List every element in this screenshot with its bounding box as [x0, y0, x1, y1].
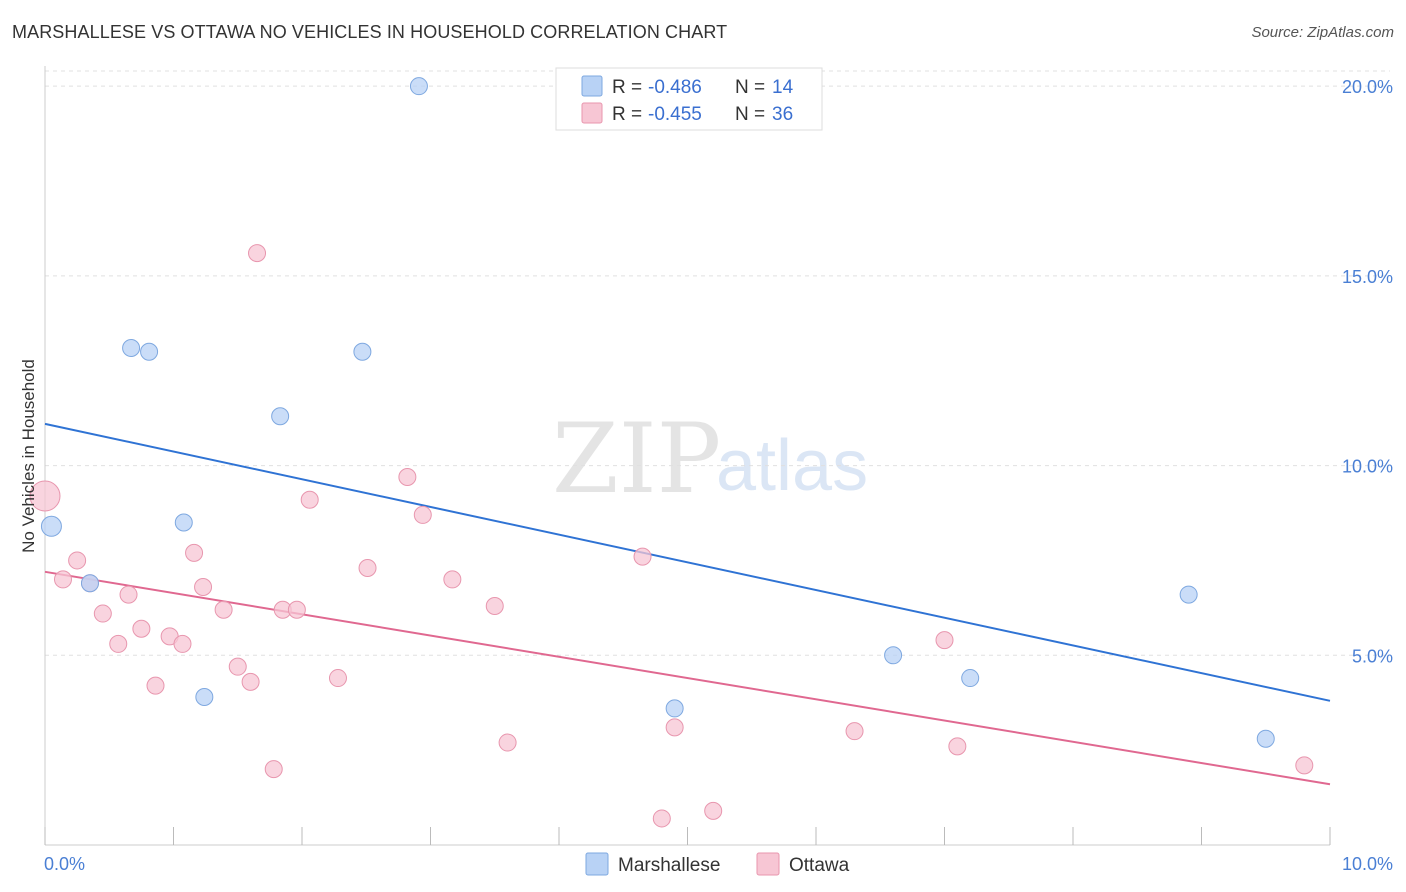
legend-r-value-marshallese: -0.486	[648, 77, 702, 98]
x-tick-label-min: 0.0%	[44, 854, 85, 874]
point-marshallese-13	[1256, 729, 1275, 748]
y-tick-label-3: 20.0%	[1342, 77, 1393, 97]
legend-n-value-ottawa: 36	[772, 104, 793, 125]
data-points	[29, 77, 1314, 828]
point-ottawa-7	[132, 619, 151, 638]
point-marshallese-0	[40, 515, 62, 537]
bottom-legend-swatch-marshallese	[585, 852, 609, 876]
point-ottawa-27	[498, 733, 517, 752]
y-tick-labels: 5.0% 10.0% 15.0% 20.0%	[1342, 77, 1393, 666]
point-ottawa-19	[287, 600, 306, 619]
y-tick-label-1: 10.0%	[1342, 457, 1393, 477]
y-tick-label-2: 15.0%	[1342, 267, 1393, 287]
point-ottawa-24	[413, 505, 432, 524]
axes	[44, 66, 1331, 846]
trend-lines	[44, 422, 1331, 786]
point-marshallese-9	[665, 699, 684, 718]
point-ottawa-21	[328, 669, 347, 688]
point-marshallese-7	[353, 342, 372, 361]
legend-r-label-marshallese: R =	[612, 77, 642, 98]
point-ottawa-8	[146, 676, 165, 695]
x-tick-label-max: 10.0%	[1342, 854, 1393, 874]
bottom-legend-swatch-ottawa	[756, 852, 780, 876]
point-ottawa-35	[1295, 756, 1314, 775]
trend-line-ottawa	[44, 570, 1331, 786]
bottom-legend-label-ottawa: Ottawa	[789, 855, 850, 876]
grid-lines	[45, 70, 1390, 656]
bottom-legend-label-marshallese: Marshallese	[618, 855, 720, 876]
point-ottawa-28	[633, 547, 652, 566]
point-ottawa-1	[53, 570, 72, 589]
point-ottawa-13	[214, 600, 233, 619]
legend-swatch-ottawa	[581, 102, 603, 124]
point-ottawa-10	[173, 634, 192, 653]
legend: R = -0.486 N = 14 R = -0.455 N = 36	[555, 67, 823, 131]
legend-n-label-ottawa: N =	[735, 104, 765, 125]
point-ottawa-31	[704, 801, 723, 820]
point-ottawa-20	[300, 490, 319, 509]
legend-swatch-marshallese	[581, 75, 603, 97]
point-ottawa-14	[228, 657, 247, 676]
point-marshallese-5	[195, 688, 214, 707]
legend-r-label-ottawa: R =	[612, 104, 642, 125]
point-ottawa-23	[398, 467, 417, 486]
point-ottawa-5	[109, 634, 128, 653]
point-marshallese-11	[961, 669, 980, 688]
point-ottawa-22	[358, 559, 377, 578]
point-marshallese-3	[140, 342, 159, 361]
point-ottawa-32	[845, 722, 864, 741]
chart-title: MARSHALLESE VS OTTAWA NO VEHICLES IN HOU…	[12, 22, 728, 42]
source-label: Source: ZipAtlas.com	[1251, 24, 1394, 41]
legend-n-value-marshallese: 14	[772, 77, 794, 98]
y-tick-label-0: 5.0%	[1352, 646, 1393, 666]
trend-line-marshallese	[44, 422, 1331, 702]
watermark-zip: ZIP	[552, 403, 721, 515]
point-ottawa-2	[68, 551, 87, 570]
point-ottawa-16	[248, 244, 267, 263]
point-marshallese-6	[271, 407, 290, 426]
point-marshallese-10	[884, 646, 903, 665]
point-ottawa-26	[485, 596, 504, 615]
point-ottawa-12	[194, 578, 213, 596]
point-ottawa-29	[665, 718, 684, 737]
legend-n-label-marshallese: N =	[735, 77, 765, 98]
point-ottawa-0	[29, 480, 61, 512]
point-ottawa-30	[652, 809, 671, 828]
point-ottawa-25	[443, 570, 462, 589]
point-marshallese-1	[80, 574, 99, 593]
point-ottawa-4	[93, 604, 112, 623]
x-tick-labels: 0.0% 10.0%	[44, 854, 1393, 874]
point-ottawa-17	[264, 760, 283, 779]
point-marshallese-2	[122, 338, 141, 357]
bottom-legend: Marshallese Ottawa	[585, 852, 850, 876]
point-marshallese-4	[174, 513, 193, 532]
point-ottawa-33	[935, 631, 954, 650]
point-ottawa-6	[119, 585, 138, 604]
legend-r-value-ottawa: -0.455	[648, 104, 702, 125]
point-ottawa-11	[185, 543, 204, 562]
point-marshallese-12	[1179, 585, 1198, 604]
point-ottawa-34	[948, 737, 967, 756]
point-marshallese-8	[409, 77, 428, 96]
point-ottawa-15	[241, 672, 260, 691]
y-axis-label: No Vehicles in Household	[19, 359, 38, 553]
